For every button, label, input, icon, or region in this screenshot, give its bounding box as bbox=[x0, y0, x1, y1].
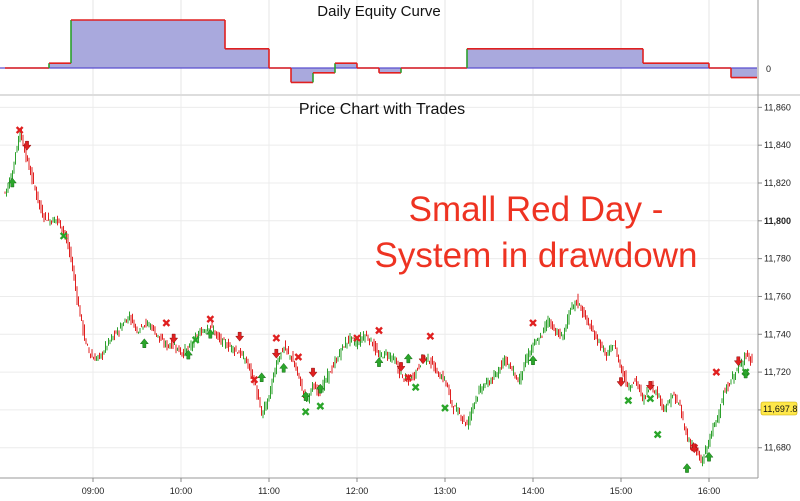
y-tick-label: 11,800 bbox=[764, 216, 791, 226]
equity-area bbox=[5, 20, 757, 83]
x-tick-label: 12:00 bbox=[346, 486, 369, 496]
buy-arrow-marker bbox=[741, 368, 751, 379]
exit-x-marker bbox=[375, 326, 383, 335]
exit-x-marker bbox=[712, 368, 721, 376]
time-x-ticks: 09:00 10:00 11:00 12:00 13:00 14:00 15:00 16:00 bbox=[82, 478, 721, 496]
exit-x-marker bbox=[162, 319, 171, 327]
exit-x-marker bbox=[206, 315, 215, 323]
sell-arrow-marker bbox=[733, 356, 743, 367]
buy-arrow-marker bbox=[257, 372, 267, 383]
x-tick-label: 16:00 bbox=[698, 486, 721, 496]
buy-arrow-marker bbox=[205, 328, 215, 339]
y-tick-label: 11,840 bbox=[764, 140, 791, 150]
last-price-label: 11,697.8 bbox=[763, 404, 797, 414]
exit-x-marker bbox=[426, 332, 435, 341]
buy-arrow-marker bbox=[374, 357, 384, 367]
price-chart-title: Price Chart with Trades bbox=[299, 101, 465, 118]
x-tick-label: 11:00 bbox=[258, 486, 280, 496]
equity-title: Daily Equity Curve bbox=[317, 3, 440, 20]
y-tick-label: 11,680 bbox=[764, 443, 791, 453]
y-tick-label: 11,720 bbox=[764, 367, 791, 377]
y-tick-label: 11,860 bbox=[764, 102, 791, 112]
equity-panel: Daily Equity Curve 0 bbox=[0, 0, 771, 94]
equity-y-tick-label: 0 bbox=[766, 64, 771, 74]
exit-x-marker bbox=[301, 407, 310, 416]
sell-arrow-marker bbox=[169, 333, 179, 344]
exit-x-marker bbox=[529, 319, 537, 327]
exit-x-marker bbox=[646, 394, 655, 403]
exit-x-marker bbox=[59, 232, 68, 240]
x-tick-label: 14:00 bbox=[522, 486, 545, 496]
trade-markers bbox=[7, 126, 751, 473]
buy-arrow-marker bbox=[183, 349, 193, 360]
annotation-line: System in drawdown bbox=[375, 236, 698, 275]
exit-x-marker bbox=[411, 383, 420, 392]
price-bars bbox=[4, 126, 753, 467]
price-grid bbox=[0, 96, 758, 478]
x-tick-label: 15:00 bbox=[610, 486, 633, 496]
sell-arrow-marker bbox=[235, 331, 245, 342]
buy-arrow-marker bbox=[528, 355, 538, 366]
buy-arrow-marker bbox=[139, 338, 149, 348]
y-tick-label: 11,780 bbox=[764, 254, 791, 264]
exit-x-marker bbox=[272, 334, 281, 342]
buy-arrow-marker bbox=[301, 391, 311, 401]
buy-arrow-marker bbox=[704, 451, 714, 462]
sell-arrow-marker bbox=[396, 362, 406, 372]
exit-x-marker bbox=[624, 396, 633, 405]
y-tick-label: 11,740 bbox=[764, 329, 791, 339]
sell-arrow-marker bbox=[616, 377, 626, 387]
y-tick-label: 11,760 bbox=[764, 291, 791, 301]
exit-x-marker bbox=[441, 404, 449, 412]
sell-arrow-marker bbox=[22, 140, 32, 151]
buy-arrow-marker bbox=[7, 177, 17, 188]
exit-x-marker bbox=[653, 430, 662, 439]
buy-arrow-marker bbox=[403, 353, 413, 364]
exit-x-marker bbox=[250, 375, 259, 384]
buy-arrow-marker bbox=[682, 463, 692, 473]
equity-grid bbox=[92, 0, 710, 94]
drawdown-annotation: Small Red Day - System in drawdown bbox=[375, 190, 698, 275]
x-tick-label: 13:00 bbox=[434, 486, 457, 496]
buy-arrow-marker bbox=[279, 362, 289, 373]
exit-x-marker bbox=[316, 402, 325, 410]
last-price-tag: 11,697.8 bbox=[760, 401, 797, 416]
sell-arrow-marker bbox=[689, 443, 699, 454]
exit-x-marker bbox=[15, 126, 24, 134]
x-tick-label: 09:00 bbox=[82, 486, 105, 496]
sell-arrow-marker bbox=[645, 381, 655, 391]
sell-arrow-marker bbox=[271, 348, 281, 359]
sell-arrow-marker bbox=[418, 354, 428, 365]
exit-x-marker bbox=[353, 334, 361, 342]
x-tick-label: 10:00 bbox=[170, 486, 193, 496]
exit-x-marker bbox=[191, 336, 200, 344]
sell-arrow-marker bbox=[308, 367, 318, 378]
y-tick-label: 11,820 bbox=[764, 178, 791, 188]
buy-arrow-marker bbox=[315, 383, 325, 394]
annotation-line: Small Red Day - bbox=[409, 190, 664, 229]
exit-x-marker bbox=[404, 373, 413, 382]
equity-line bbox=[5, 19, 757, 84]
exit-x-marker bbox=[294, 353, 303, 361]
